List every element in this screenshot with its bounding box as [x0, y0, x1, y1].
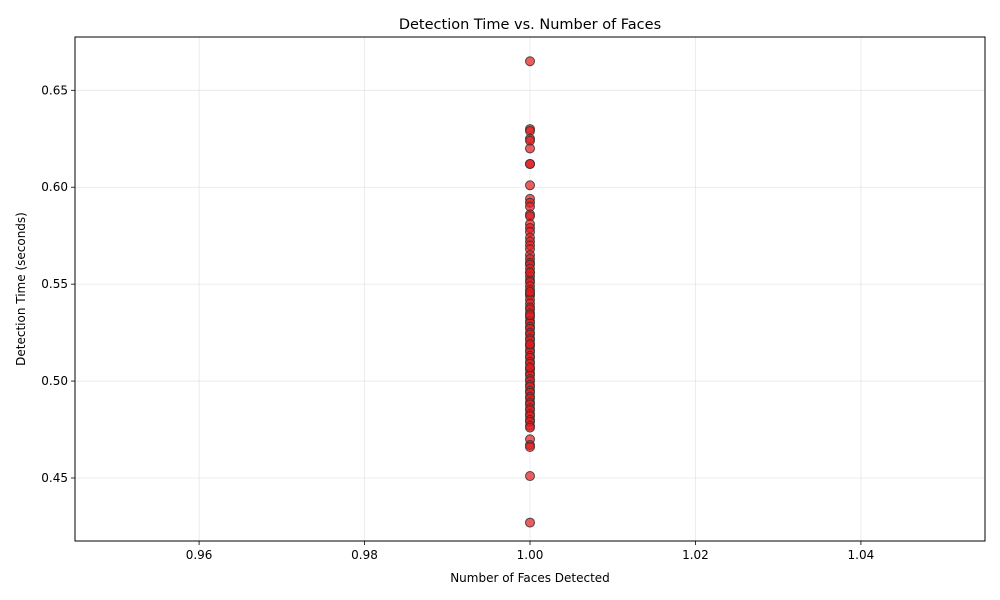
scatter-point — [525, 180, 535, 191]
scatter-point — [525, 422, 535, 433]
x-tick-label: 1.00 — [517, 548, 544, 562]
y-tick-label: 0.55 — [41, 277, 68, 291]
scatter-point — [525, 517, 535, 528]
scatter-point — [525, 286, 535, 297]
scatter-point — [525, 310, 535, 321]
chart-title: Detection Time vs. Number of Faces — [399, 17, 661, 33]
x-tick-label: 0.98 — [351, 548, 378, 562]
x-axis-ticks: 0.96 0.98 1.00 1.02 1.04 — [186, 541, 875, 562]
x-axis-label: Number of Faces Detected — [450, 571, 610, 585]
scatter-point — [525, 143, 535, 154]
y-tick-label: 0.65 — [41, 83, 68, 97]
y-axis-label: Detection Time (seconds) — [14, 212, 28, 366]
scatter-point — [525, 471, 535, 482]
scatter-point — [525, 362, 535, 373]
scatter-point — [525, 267, 535, 278]
y-axis-ticks: 0.45 0.50 0.55 0.60 0.65 — [41, 83, 75, 485]
x-tick-label: 0.96 — [186, 548, 213, 562]
x-tick-label: 1.02 — [682, 548, 709, 562]
scatter-point — [525, 158, 535, 169]
y-tick-label: 0.50 — [41, 374, 68, 388]
scatter-point — [525, 339, 535, 350]
x-tick-label: 1.04 — [848, 548, 875, 562]
y-tick-label: 0.45 — [41, 471, 68, 485]
scatter-point — [525, 56, 535, 67]
data-points — [525, 56, 535, 528]
scatter-point — [525, 441, 535, 452]
y-tick-label: 0.60 — [41, 180, 68, 194]
